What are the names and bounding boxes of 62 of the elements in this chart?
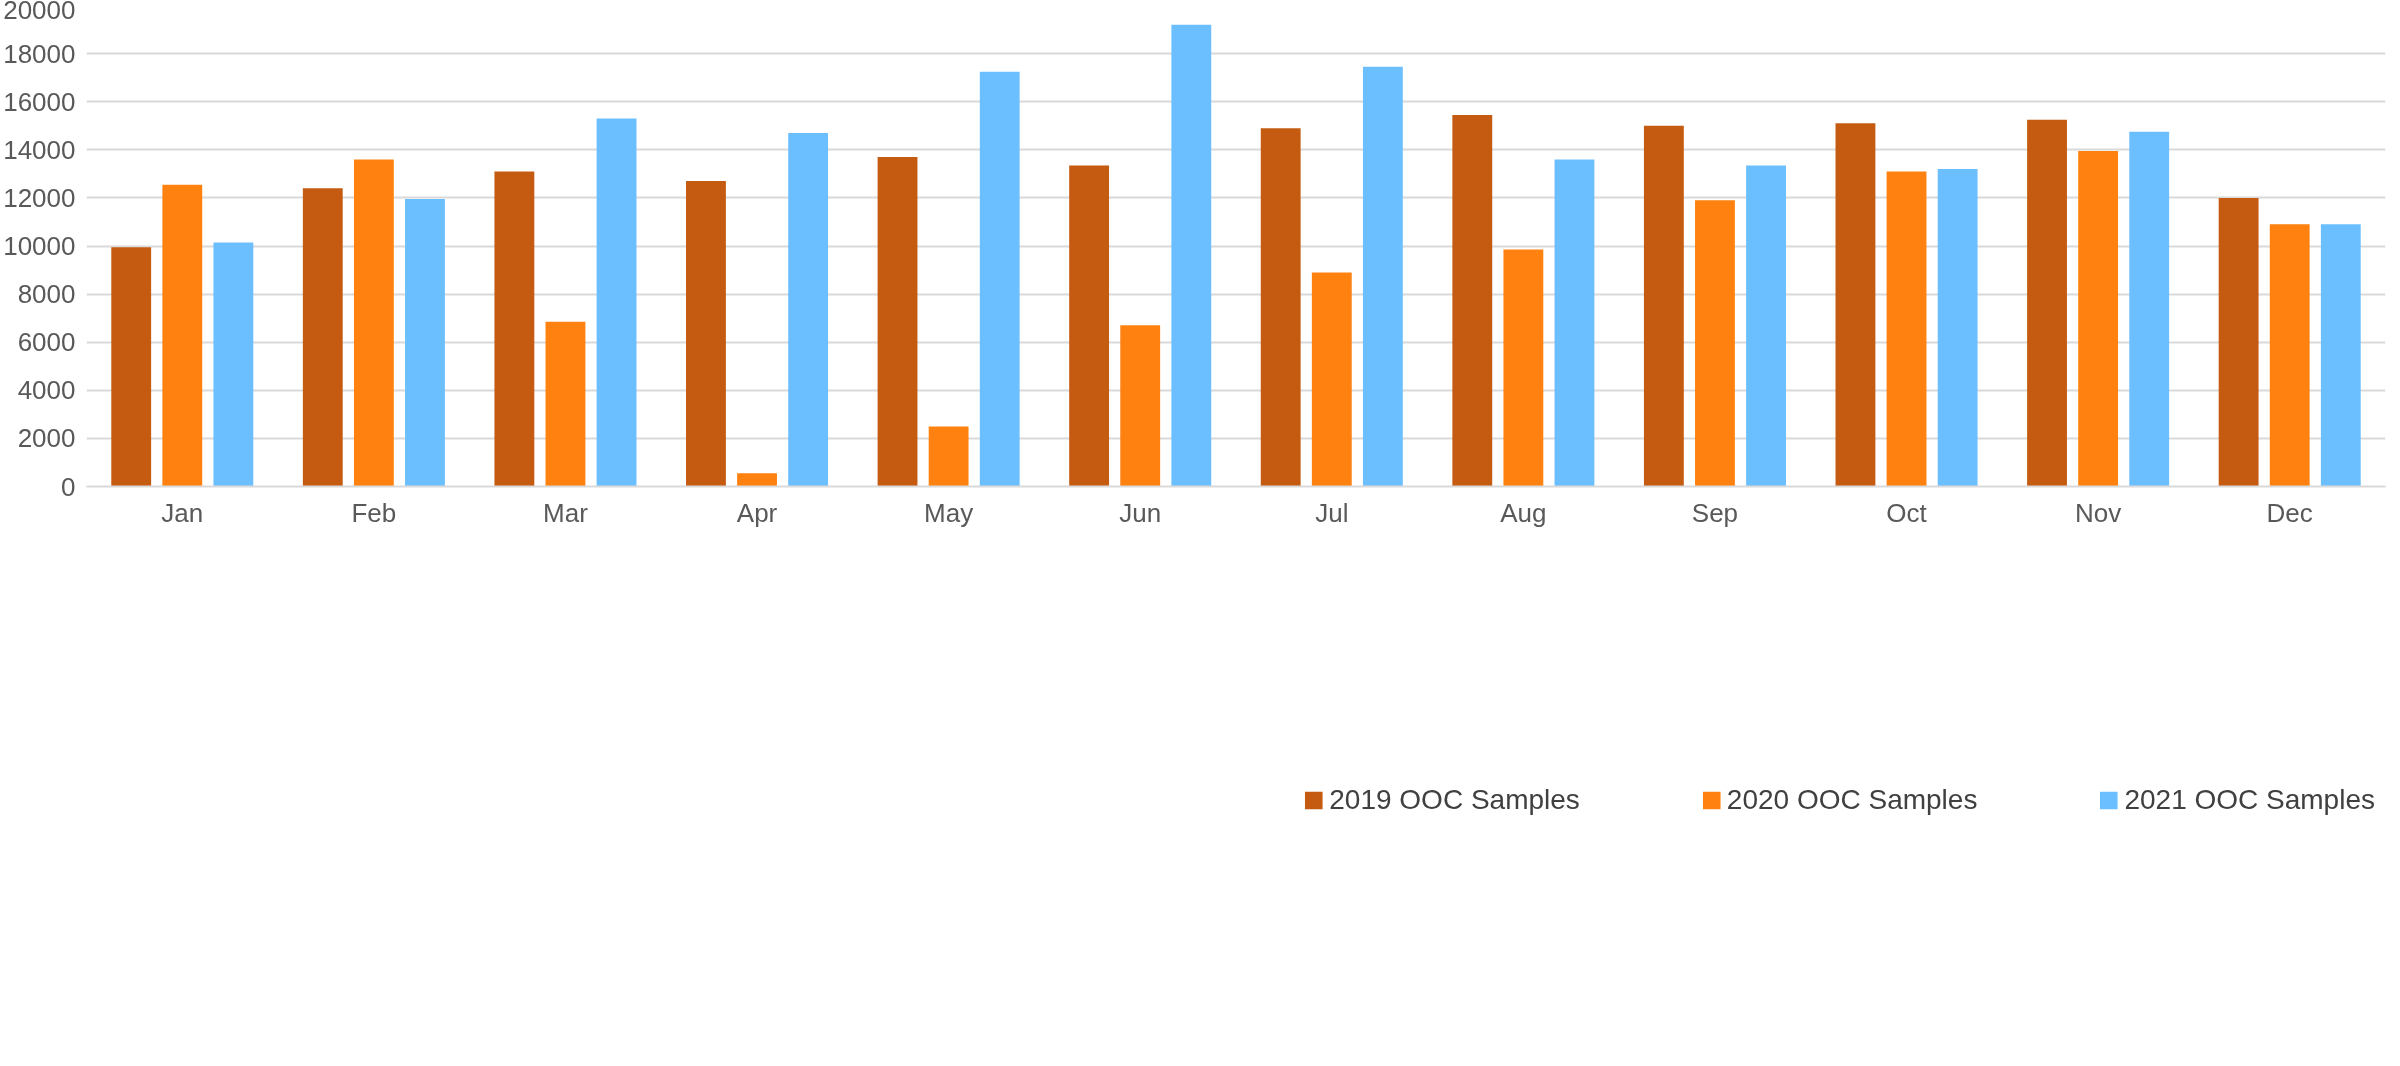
y-tick-label: 4000: [17, 375, 76, 406]
bar: [788, 132, 829, 487]
bar: [2269, 224, 2310, 487]
x-tick-label: Oct: [1886, 497, 1928, 528]
x-tick-label: Nov: [2075, 497, 2122, 528]
bar: [2078, 151, 2119, 487]
y-tick-label: 2000: [17, 423, 76, 454]
bar: [1835, 123, 1876, 487]
x-tick-label: May: [924, 497, 974, 528]
bar: [1311, 272, 1352, 487]
bar: [162, 184, 203, 487]
bar: [302, 188, 343, 487]
bar: [596, 118, 637, 487]
x-tick-label: Sep: [1691, 497, 1739, 528]
x-tick-label: Jul: [1315, 497, 1349, 528]
x-tick-label: Dec: [2266, 497, 2313, 528]
bar: [1503, 249, 1544, 487]
y-tick-label: 8000: [17, 279, 76, 310]
legend-label: 2020 OOC Samples: [1726, 784, 1978, 816]
legend-label: 2021 OOC Samples: [2124, 784, 2375, 816]
x-tick-label: Jan: [161, 497, 204, 528]
bar: [545, 321, 586, 487]
bar: [1452, 114, 1493, 487]
bar: [979, 71, 1020, 487]
bar: [928, 426, 969, 487]
bar: [1886, 171, 1927, 487]
x-tick-label: Jun: [1119, 497, 1162, 528]
y-tick-label: 0: [61, 471, 76, 502]
bar: [1260, 128, 1301, 487]
bar: [353, 159, 394, 487]
y-tick-label: 6000: [17, 327, 76, 358]
bar: [1171, 24, 1212, 487]
bar: [213, 242, 254, 487]
bar: [686, 181, 726, 487]
bar: [2027, 119, 2067, 487]
y-tick-label: 14000: [3, 134, 76, 165]
x-tick-label: Aug: [1500, 497, 1547, 528]
y-tick-label: 12000: [3, 182, 76, 213]
bar: [2320, 224, 2361, 487]
bar: [877, 157, 918, 487]
bar: [2129, 131, 2170, 487]
bar: [405, 199, 445, 487]
bar: [1554, 159, 1595, 487]
y-tick-label: 20000: [3, 0, 76, 25]
y-tick-label: 18000: [3, 38, 76, 69]
bar: [1069, 165, 1110, 487]
bar: [1362, 66, 1403, 487]
bar: [494, 171, 535, 487]
bar: [1120, 325, 1161, 487]
bar: [1937, 169, 1978, 487]
y-tick-label: 16000: [3, 86, 76, 117]
bar: [1695, 200, 1735, 487]
x-tick-label: Apr: [736, 497, 778, 528]
bar: [2218, 197, 2259, 487]
legend-label: 2019 OOC Samples: [1329, 784, 1580, 816]
y-tick-label: 10000: [3, 231, 76, 261]
bar: [1746, 165, 1786, 487]
x-tick-label: Mar: [543, 497, 589, 528]
x-tick-label: Feb: [351, 497, 397, 528]
bar: [1643, 125, 1684, 487]
bar: [737, 473, 777, 487]
bar: [111, 247, 152, 487]
